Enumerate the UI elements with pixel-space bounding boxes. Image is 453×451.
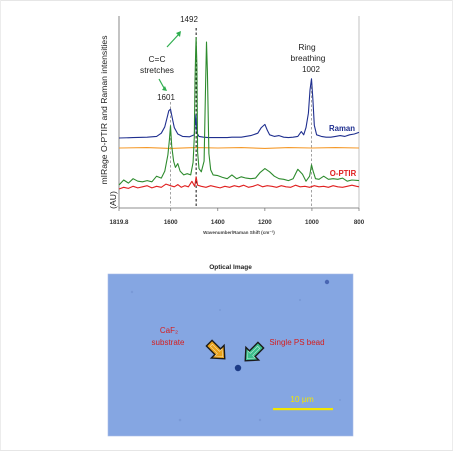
arrow-1492-shaft [166, 33, 180, 48]
annotation-cc: C=C [149, 54, 166, 64]
substrate-speck [219, 309, 221, 311]
x-tick-label: 800 [354, 219, 365, 226]
annotation-1002: 1002 [302, 65, 320, 74]
scale-bar-label: 10 μm [290, 394, 313, 404]
arrow-right-bead-shape [244, 341, 265, 362]
frame-top-edge [0, 0, 453, 1]
substrate-speck [258, 418, 262, 422]
x-tick-label: 1000 [305, 219, 319, 226]
substrate-speck [130, 290, 134, 294]
x-tick-label: 1400 [211, 219, 225, 226]
arrow-1601-shaft [158, 78, 165, 89]
y-axis-label-unit: (AU) [108, 191, 118, 209]
x-tick-label: 1600 [164, 219, 178, 226]
series-line-unnamed-1 [118, 147, 360, 149]
arrow-1601-head [162, 86, 167, 91]
frame-left-edge [0, 0, 1, 451]
optical-image-title: Optical Image [209, 264, 252, 271]
substrate-speck [178, 418, 182, 422]
annotation-1601: 1601 [157, 93, 175, 102]
y-axis-label: mIRage O-PTIR and Raman intensities [99, 35, 109, 184]
annotation-breathing: breathing [291, 53, 326, 63]
x-axis-label: Wavenumber/Raman Shift (cm⁻¹) [203, 230, 275, 235]
spectrum-chart: 1819.8 1600 1400 1200 1000 800 Wavenumber/Rama… [99, 15, 365, 235]
annotation-ring: Ring [298, 42, 316, 52]
substrate-particle [324, 279, 330, 285]
substrate-speck [339, 399, 341, 401]
arrow-left-substrate [205, 339, 226, 360]
substrate-speck [298, 298, 302, 302]
x-tick-label: 1200 [258, 219, 272, 226]
annotation-1492: 1492 [180, 15, 198, 24]
series-line-o-ptir [118, 176, 360, 190]
arrow-left-substrate-highlight [209, 343, 223, 357]
series-line-unnamed-2 [118, 37, 360, 186]
series-label-raman: Raman [329, 124, 355, 133]
arrow-left-substrate-shape [205, 339, 226, 360]
series-label-o-ptir: O-PTIR [330, 169, 357, 178]
arrow-right-bead-highlight [247, 345, 261, 359]
ps-bead [234, 364, 242, 372]
substrate-label-line2: substrate [152, 338, 185, 347]
substrate-label-line1: CaF₂ [160, 326, 178, 335]
x-tick-label: 1819.8 [110, 219, 129, 226]
optical-image-background [107, 273, 354, 437]
bead-label: Single PS bead [269, 338, 324, 347]
scale-bar [273, 408, 333, 411]
series-line-raman [118, 78, 360, 139]
arrow-right-bead [244, 341, 265, 362]
annotation-stretches: stretches [140, 65, 174, 75]
arrow-1492-head [176, 31, 181, 37]
